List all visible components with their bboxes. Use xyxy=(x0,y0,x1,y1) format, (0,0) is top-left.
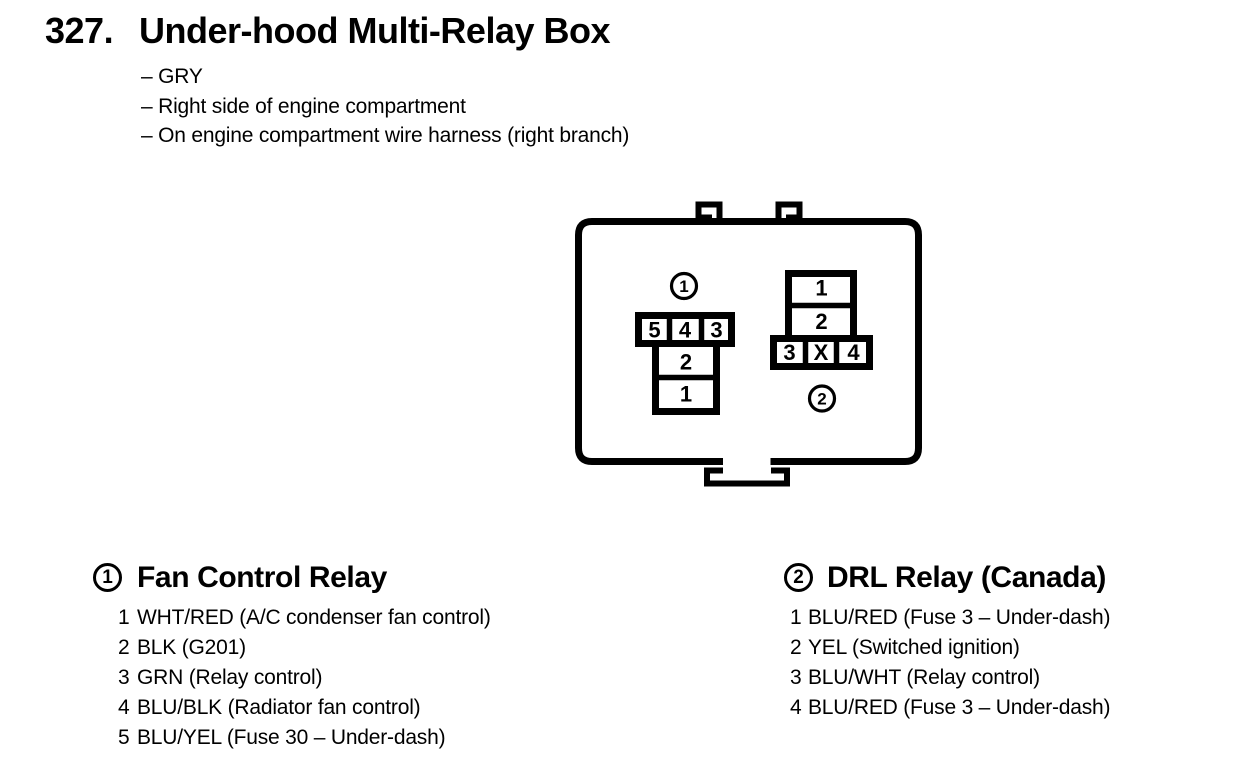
connector2-pin-label: 3 xyxy=(783,340,795,365)
pin-number: 1 xyxy=(118,606,130,629)
pin-number: 1 xyxy=(790,606,802,629)
pin-row: 3 GRN (Relay control) xyxy=(93,663,613,693)
relay-box-diagram: 5 4 3 2 1 1 2 3 X 4 1 2 xyxy=(575,201,922,487)
pin-description: BLU/BLK (Radiator fan control) xyxy=(137,695,421,719)
pin-row: 3 BLU/WHT (Relay control) xyxy=(784,663,1248,693)
note-line: – GRY xyxy=(141,65,203,88)
callout-2-number: 2 xyxy=(817,390,826,409)
section-number: 327. xyxy=(45,10,114,51)
connector1-pin-label: 4 xyxy=(679,318,692,343)
location-notes: – GRY – Right side of engine compartment… xyxy=(141,62,629,151)
pin-number: 4 xyxy=(790,695,802,719)
pin-number: 4 xyxy=(118,695,130,719)
callout-2-badge-number: 2 xyxy=(793,567,804,588)
callout-1-badge: 1 xyxy=(93,563,122,592)
pin-number: 3 xyxy=(118,665,130,689)
mount-clip-top-right-icon xyxy=(775,201,803,222)
legend-title: Fan Control Relay xyxy=(137,560,387,594)
pin-description: BLK (G201) xyxy=(137,635,246,659)
pin-number: 3 xyxy=(790,665,802,689)
pin-row: 1 WHT/RED (A/C condenser fan control) xyxy=(93,603,613,633)
pin-description: YEL (Switched ignition) xyxy=(808,635,1020,659)
pin-row: 5 BLU/YEL (Fuse 30 – Under-dash) xyxy=(93,723,613,753)
pin-row: 2 YEL (Switched ignition) xyxy=(784,633,1248,663)
legend-heading: 2 DRL Relay (Canada) xyxy=(784,560,1106,594)
connector2-pin-label: 1 xyxy=(815,276,827,301)
connector1-pin-label: 3 xyxy=(710,318,722,343)
note-line: – Right side of engine compartment xyxy=(141,94,466,118)
callout-1-circle xyxy=(669,271,699,301)
connector1-pin-label: 2 xyxy=(680,350,692,375)
pin-number: 2 xyxy=(790,635,802,659)
connector1-pin-label: 5 xyxy=(648,318,660,343)
pin-row: 1 BLU/RED (Fuse 3 – Under-dash) xyxy=(784,603,1248,633)
pin-description: GRN (Relay control) xyxy=(137,665,323,689)
connector2-pin-label: 2 xyxy=(815,309,827,334)
pin-row: 4 BLU/RED (Fuse 3 – Under-dash) xyxy=(784,693,1248,723)
legend-title: DRL Relay (Canada) xyxy=(827,560,1106,594)
connector2-row-outline xyxy=(770,335,873,370)
note-line: – On engine compartment wire harness (ri… xyxy=(141,124,630,148)
connector1-pin-label: 1 xyxy=(680,382,692,407)
legend-fan-control-relay: 1 Fan Control Relay 1 WHT/RED (A/C conde… xyxy=(93,560,491,749)
connector2-pin-label: 4 xyxy=(847,340,860,365)
pin-description: BLU/YEL (Fuse 30 – Under-dash) xyxy=(137,725,446,749)
pin-description: BLU/RED (Fuse 3 – Under-dash) xyxy=(808,695,1111,719)
connector2-pin-label: X xyxy=(814,340,829,365)
pin-number: 2 xyxy=(118,635,130,659)
pin-description: WHT/RED (A/C condenser fan control) xyxy=(137,606,491,629)
mount-clip-top-left-icon xyxy=(695,201,723,222)
page-title: Under-hood Multi-Relay Box xyxy=(139,10,611,51)
relay-box-outline xyxy=(575,218,922,465)
pin-description: BLU/WHT (Relay control) xyxy=(808,665,1040,689)
pin-description: BLU/RED (Fuse 3 – Under-dash) xyxy=(808,606,1111,629)
mount-clip-bottom-icon xyxy=(704,467,790,487)
legend-drl-relay: 2 DRL Relay (Canada) 1 BLU/RED (Fuse 3 –… xyxy=(784,560,1111,719)
pin-list: 1 BLU/RED (Fuse 3 – Under-dash) 2 YEL (S… xyxy=(784,603,1248,723)
callout-1-badge-number: 1 xyxy=(102,567,113,588)
pin-row: 4 BLU/BLK (Radiator fan control) xyxy=(93,693,613,723)
pin-number: 5 xyxy=(118,725,130,749)
callout-2-circle xyxy=(807,384,837,413)
legend-heading: 1 Fan Control Relay xyxy=(93,560,387,594)
pin-list: 1 WHT/RED (A/C condenser fan control) 2 … xyxy=(93,603,613,752)
callout-2-badge: 2 xyxy=(784,563,813,592)
callout-1-number: 1 xyxy=(679,277,688,296)
pin-row: 2 BLK (G201) xyxy=(93,633,613,663)
